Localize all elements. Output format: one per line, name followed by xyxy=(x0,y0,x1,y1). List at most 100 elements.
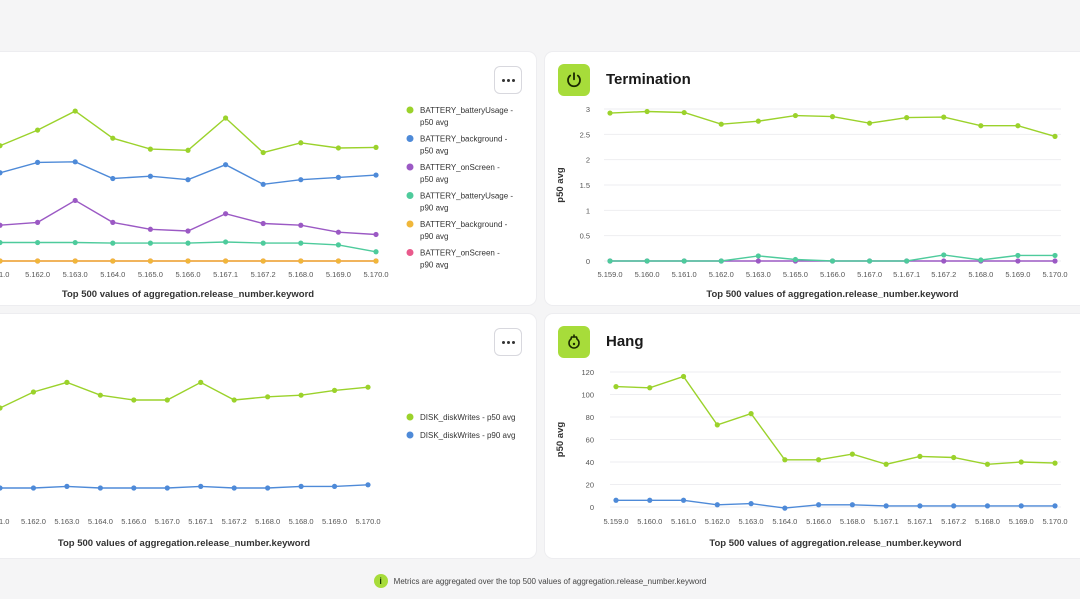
data-point[interactable] xyxy=(1015,258,1021,264)
legend-label[interactable]: BATTERY_background -p50 avg xyxy=(420,135,508,156)
data-point[interactable] xyxy=(883,461,889,467)
data-point[interactable] xyxy=(365,482,371,488)
data-point[interactable] xyxy=(748,501,754,507)
data-point[interactable] xyxy=(1018,503,1024,509)
data-point[interactable] xyxy=(298,392,304,398)
data-point[interactable] xyxy=(984,461,991,467)
data-point[interactable] xyxy=(265,394,271,400)
data-point[interactable] xyxy=(223,211,229,217)
data-point[interactable] xyxy=(607,110,613,116)
data-point[interactable] xyxy=(131,397,137,403)
data-point[interactable] xyxy=(373,144,379,150)
data-point[interactable] xyxy=(904,258,910,264)
data-point[interactable] xyxy=(198,379,204,385)
data-point[interactable] xyxy=(1018,459,1024,465)
data-point[interactable] xyxy=(231,485,237,491)
data-point[interactable] xyxy=(373,249,379,255)
data-point[interactable] xyxy=(260,258,266,264)
data-point[interactable] xyxy=(35,159,41,165)
data-point[interactable] xyxy=(849,502,855,508)
data-point[interactable] xyxy=(131,485,137,491)
card-menu-button[interactable] xyxy=(494,66,522,94)
data-point[interactable] xyxy=(30,389,37,395)
data-point[interactable] xyxy=(0,222,3,228)
data-point[interactable] xyxy=(883,503,889,509)
data-point[interactable] xyxy=(917,453,923,459)
data-point[interactable] xyxy=(917,503,923,509)
legend-label[interactable]: DISK_diskWrites - p50 avg xyxy=(420,413,515,422)
data-point[interactable] xyxy=(298,140,304,146)
data-point[interactable] xyxy=(331,483,338,489)
data-point[interactable] xyxy=(866,120,873,126)
data-point[interactable] xyxy=(110,219,116,225)
data-point[interactable] xyxy=(755,253,761,259)
data-point[interactable] xyxy=(298,222,304,228)
data-point[interactable] xyxy=(185,147,191,153)
data-point[interactable] xyxy=(72,108,78,114)
data-point[interactable] xyxy=(260,181,266,187)
data-point[interactable] xyxy=(110,258,116,264)
data-point[interactable] xyxy=(0,239,3,246)
data-point[interactable] xyxy=(782,457,788,463)
data-point[interactable] xyxy=(298,258,304,264)
data-point[interactable] xyxy=(72,197,78,204)
data-point[interactable] xyxy=(613,384,619,390)
data-point[interactable] xyxy=(680,373,687,380)
data-point[interactable] xyxy=(373,231,379,238)
data-point[interactable] xyxy=(1052,503,1058,509)
data-point[interactable] xyxy=(223,258,229,264)
data-point[interactable] xyxy=(260,240,266,246)
data-point[interactable] xyxy=(755,118,761,124)
data-point[interactable] xyxy=(147,146,153,152)
data-point[interactable] xyxy=(198,483,204,489)
data-point[interactable] xyxy=(35,258,41,264)
data-point[interactable] xyxy=(644,258,650,264)
data-point[interactable] xyxy=(164,485,170,491)
data-point[interactable] xyxy=(941,114,947,120)
data-point[interactable] xyxy=(335,229,341,235)
data-point[interactable] xyxy=(718,121,724,127)
data-point[interactable] xyxy=(265,485,271,491)
data-point[interactable] xyxy=(607,258,613,264)
data-point[interactable] xyxy=(185,177,191,183)
data-point[interactable] xyxy=(1052,133,1058,139)
data-point[interactable] xyxy=(866,258,873,264)
data-point[interactable] xyxy=(613,497,619,503)
legend-label[interactable]: DISK_diskWrites - p90 avg xyxy=(420,431,515,440)
data-point[interactable] xyxy=(97,392,103,398)
data-point[interactable] xyxy=(0,405,3,411)
data-point[interactable] xyxy=(147,240,153,246)
data-point[interactable] xyxy=(185,228,191,234)
data-point[interactable] xyxy=(0,170,3,176)
data-point[interactable] xyxy=(0,143,3,149)
data-point[interactable] xyxy=(755,258,761,264)
data-point[interactable] xyxy=(335,145,341,151)
legend-label[interactable]: BATTERY_batteryUsage -p50 avg xyxy=(420,106,513,127)
data-point[interactable] xyxy=(164,397,170,403)
data-point[interactable] xyxy=(35,239,41,246)
data-point[interactable] xyxy=(680,497,687,503)
data-point[interactable] xyxy=(816,502,822,508)
data-point[interactable] xyxy=(223,239,229,245)
data-point[interactable] xyxy=(1015,252,1021,259)
data-point[interactable] xyxy=(951,503,957,509)
legend-label[interactable]: BATTERY_onScreen -p50 avg xyxy=(420,163,500,184)
data-point[interactable] xyxy=(849,451,855,457)
data-point[interactable] xyxy=(110,175,116,182)
data-point[interactable] xyxy=(941,258,947,264)
data-point[interactable] xyxy=(792,112,799,119)
data-point[interactable] xyxy=(64,483,70,489)
legend-label[interactable]: BATTERY_background -p90 avg xyxy=(420,220,508,241)
data-point[interactable] xyxy=(714,502,720,508)
data-point[interactable] xyxy=(223,162,229,168)
data-point[interactable] xyxy=(829,258,836,264)
data-point[interactable] xyxy=(718,258,724,264)
data-point[interactable] xyxy=(260,149,266,156)
data-point[interactable] xyxy=(335,258,341,264)
data-point[interactable] xyxy=(792,256,799,263)
data-point[interactable] xyxy=(365,384,371,390)
data-point[interactable] xyxy=(647,497,653,503)
data-point[interactable] xyxy=(681,258,687,264)
data-point[interactable] xyxy=(147,173,153,179)
data-point[interactable] xyxy=(0,485,3,491)
